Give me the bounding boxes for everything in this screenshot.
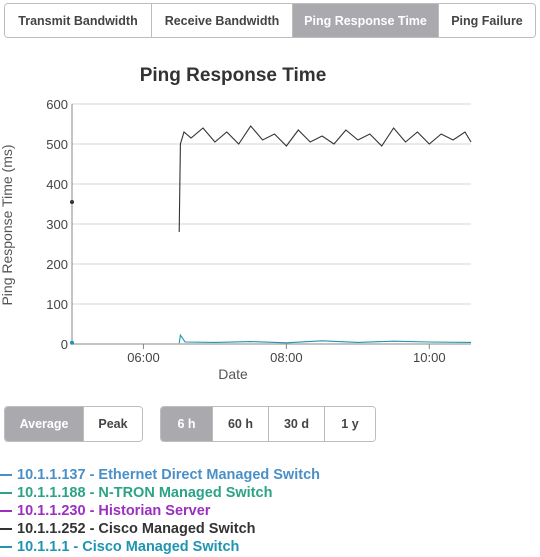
legend-item-10-1-1-188[interactable]: 10.1.1.188 - N-TRON Managed Switch [0,484,320,502]
legend-item-10-1-1-252[interactable]: 10.1.1.252 - Cisco Managed Switch [0,520,320,538]
x-tick-label: 06:00 [127,350,160,365]
legend-item-10-1-1-230[interactable]: 10.1.1.230 - Historian Server [0,502,320,520]
series-0-line [178,125,472,233]
legend-swatch [0,474,12,476]
range-6h-button[interactable]: 6 h [161,407,213,441]
series-1-isolated-point [70,340,74,345]
legend-label: 10.1.1.230 - Historian Server [17,503,211,519]
tab-transmit-bandwidth[interactable]: Transmit Bandwidth [5,4,152,37]
legend-label: 10.1.1.1 - Cisco Managed Switch [17,539,240,555]
range-60h-button[interactable]: 60 h [213,407,269,441]
legend-label: 10.1.1.188 - N-TRON Managed Switch [17,485,273,501]
y-tick-label: 100 [46,297,68,312]
legend-swatch [0,492,12,494]
y-tick-label: 400 [46,177,68,192]
y-tick-label: 0 [61,337,68,352]
series-1-line [178,333,472,344]
x-tick-label: 10:00 [413,350,446,365]
y-tick-label: 600 [46,97,68,112]
legend-item-10-1-1-1[interactable]: 10.1.1.1 - Cisco Managed Switch [0,538,320,556]
aggregation-toggle: Average Peak [4,406,143,442]
y-axis-label: Ping Response Time (ms) [0,144,15,305]
legend-swatch [0,510,12,512]
legend-swatch [0,546,12,548]
ping-chart-svg: Ping Response Time Ping Response Time (m… [0,65,472,382]
peak-button[interactable]: Peak [84,407,142,441]
legend-swatch [0,528,12,530]
x-tick-label: 08:00 [270,350,303,365]
y-tick-label: 300 [46,217,68,232]
chart-title: Ping Response Time [140,65,327,86]
time-range-toggle: 6 h 60 h 30 d 1 y [160,406,376,442]
ping-response-chart: Ping Response Time Ping Response Time (m… [0,40,540,390]
y-tick-label: 500 [46,137,68,152]
series-0-isolated-point [70,200,74,204]
range-30d-button[interactable]: 30 d [269,407,325,441]
legend-label: 10.1.1.137 - Ethernet Direct Managed Swi… [17,467,320,483]
y-tick-label: 200 [46,257,68,272]
tab-ping-response-time[interactable]: Ping Response Time [293,4,439,37]
x-axis-label: Date [218,366,248,382]
chart-legend: 10.1.1.137 - Ethernet Direct Managed Swi… [0,466,320,556]
range-1y-button[interactable]: 1 y [325,407,375,441]
average-button[interactable]: Average [5,407,84,441]
legend-label: 10.1.1.252 - Cisco Managed Switch [17,521,256,537]
tab-receive-bandwidth[interactable]: Receive Bandwidth [152,4,293,37]
legend-item-10-1-1-137[interactable]: 10.1.1.137 - Ethernet Direct Managed Swi… [0,466,320,484]
chart-tab-bar: Transmit Bandwidth Receive Bandwidth Pin… [4,3,536,38]
tab-ping-failure[interactable]: Ping Failure [439,4,535,37]
